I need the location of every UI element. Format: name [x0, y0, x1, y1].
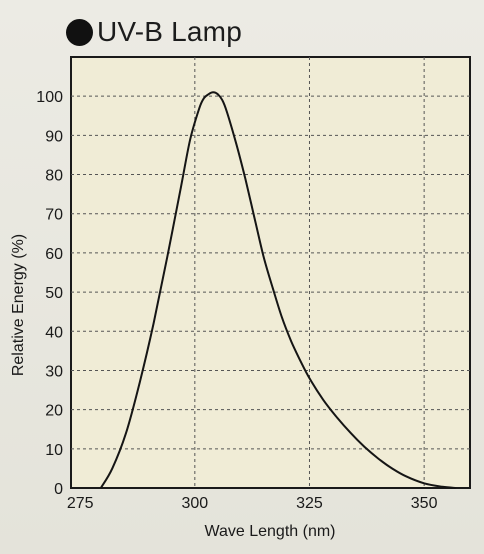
y-tick-label: 10: [45, 442, 63, 459]
x-tick-label: 275: [67, 495, 94, 512]
x-tick-label: 350: [411, 495, 438, 512]
x-axis-ticks: 275 300 325 350: [67, 495, 438, 512]
x-tick-label: 325: [296, 495, 323, 512]
y-tick-label: 80: [45, 168, 63, 185]
plot-area: [70, 56, 471, 489]
y-tick-label: 100: [36, 89, 63, 106]
x-tick-label: 300: [181, 495, 208, 512]
chart-title: UV-B Lamp: [66, 12, 242, 52]
y-tick-label: 70: [45, 207, 63, 224]
y-tick-label: 40: [45, 324, 63, 341]
y-tick-label: 60: [45, 246, 63, 263]
x-axis-label: Wave Length (nm): [204, 523, 335, 540]
y-tick-label: 90: [45, 128, 63, 145]
bullet-icon: [66, 18, 93, 46]
y-axis-label: Relative Energy (%): [10, 234, 27, 376]
grid-lines: [71, 57, 470, 488]
y-tick-label: 50: [45, 285, 63, 302]
chart-title-text: UV-B Lamp: [97, 16, 242, 47]
series-line: [99, 91, 457, 489]
y-tick-label: 30: [45, 363, 63, 380]
y-tick-label: 20: [45, 403, 63, 420]
y-axis-ticks: 0 10 20 30 40 50 60 70 80 90 100: [36, 89, 63, 498]
y-tick-label: 0: [54, 481, 63, 498]
